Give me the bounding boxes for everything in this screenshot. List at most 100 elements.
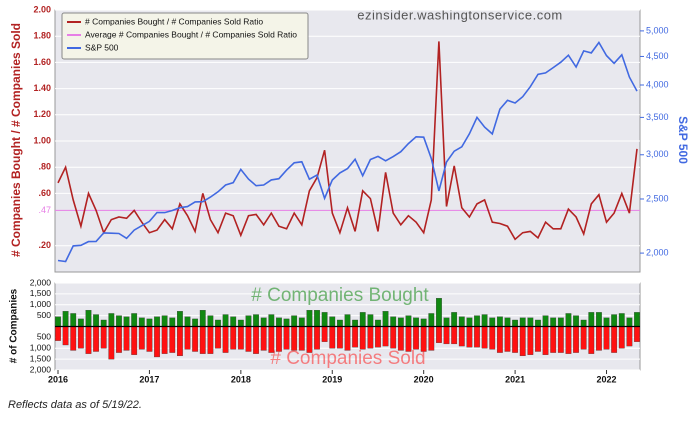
- x-tick-label: 2019: [322, 374, 342, 384]
- y-tick-label: 1,000: [30, 299, 52, 309]
- bar: [215, 319, 221, 327]
- bar: [161, 326, 168, 354]
- bar: [611, 314, 618, 327]
- bar: [291, 326, 298, 351]
- bar: [436, 326, 442, 343]
- bar: [154, 316, 160, 327]
- bottom-y-axis-title: # of Companies: [9, 288, 20, 363]
- bar: [344, 314, 351, 327]
- bar: [146, 326, 153, 352]
- bar: [527, 317, 534, 327]
- bar: [177, 311, 183, 327]
- bar: [466, 317, 473, 327]
- bar: [116, 326, 122, 353]
- x-tick-label: 2022: [597, 374, 617, 384]
- bar: [123, 326, 130, 351]
- bar: [443, 326, 450, 345]
- bar: [588, 312, 595, 327]
- bar: [474, 326, 480, 348]
- bar: [314, 310, 320, 327]
- y-tick-label: 1.20: [33, 109, 51, 119]
- bar: [565, 313, 572, 327]
- bar: [542, 326, 549, 355]
- bar: [504, 326, 511, 352]
- bar: [390, 316, 397, 327]
- bar: [451, 312, 458, 327]
- bar: [291, 315, 298, 327]
- bar: [123, 316, 130, 327]
- bar: [618, 326, 625, 349]
- bar: [626, 317, 633, 327]
- bar: [413, 326, 419, 350]
- bar: [596, 326, 602, 351]
- y2-tick-label: 2,000: [646, 247, 669, 257]
- x-tick-label: 2017: [139, 374, 159, 384]
- bar: [306, 310, 313, 327]
- y-tick-label: 1,500: [30, 353, 52, 363]
- y2-tick-label: 3,500: [646, 112, 669, 122]
- y-tick-label: .20: [38, 240, 51, 250]
- bar: [276, 317, 282, 327]
- bar: [245, 315, 252, 327]
- legend-label: S&P 500: [85, 42, 119, 52]
- bar: [436, 298, 442, 327]
- bar: [535, 319, 541, 327]
- bar: [100, 326, 107, 349]
- bar: [77, 326, 84, 349]
- y-tick-label: 500: [37, 332, 51, 342]
- bar: [443, 317, 450, 327]
- bar: [603, 317, 610, 327]
- bar: [237, 319, 244, 327]
- bar: [428, 313, 435, 327]
- bar: [565, 326, 572, 354]
- bar: [108, 326, 115, 360]
- bar: [496, 326, 503, 353]
- x-tick-label: 2016: [48, 374, 68, 384]
- bar: [557, 317, 564, 327]
- bar: [481, 326, 488, 349]
- y-axis-title: # Companies Bought / # Companies Sold: [9, 23, 23, 257]
- bar: [474, 315, 480, 327]
- bar: [207, 315, 214, 327]
- bar: [329, 326, 336, 349]
- bar: [352, 319, 359, 327]
- bar: [367, 314, 374, 327]
- y-tick-label: 1.80: [33, 31, 51, 41]
- y-tick-label: 1.60: [33, 57, 51, 67]
- bar: [230, 316, 237, 327]
- y-tick-label: 2.00: [33, 4, 51, 14]
- series-annotation: # Companies Sold: [270, 348, 425, 369]
- y-tick-label: 500: [37, 310, 51, 320]
- bar: [405, 315, 412, 327]
- bar: [321, 326, 328, 342]
- bar: [93, 314, 99, 327]
- series-annotation: # Companies Bought: [251, 285, 429, 306]
- bar: [230, 326, 237, 350]
- y2-tick-label: 2,500: [646, 193, 669, 203]
- bar: [199, 310, 206, 327]
- bar: [512, 319, 518, 327]
- series-line: [57, 41, 638, 263]
- bar: [184, 326, 191, 350]
- bar: [298, 326, 305, 351]
- bar: [542, 315, 549, 327]
- bar: [93, 326, 99, 352]
- legend-box: [61, 12, 309, 60]
- bar: [260, 317, 267, 327]
- y2-tick-label: 3,000: [646, 149, 669, 159]
- bar: [519, 326, 526, 357]
- legend-label: Average # Companies Bought / # Companies…: [85, 29, 297, 39]
- bar: [634, 312, 640, 327]
- y-tick-label: 1,500: [30, 288, 52, 298]
- bar: [496, 316, 503, 327]
- bar: [359, 326, 366, 350]
- bar: [580, 326, 587, 350]
- bar: [390, 326, 397, 349]
- bar: [375, 319, 381, 327]
- bar: [344, 326, 351, 351]
- bar: [527, 326, 534, 355]
- bar: [131, 313, 138, 327]
- bar: [512, 326, 518, 353]
- bar: [70, 326, 77, 351]
- bar: [458, 316, 465, 327]
